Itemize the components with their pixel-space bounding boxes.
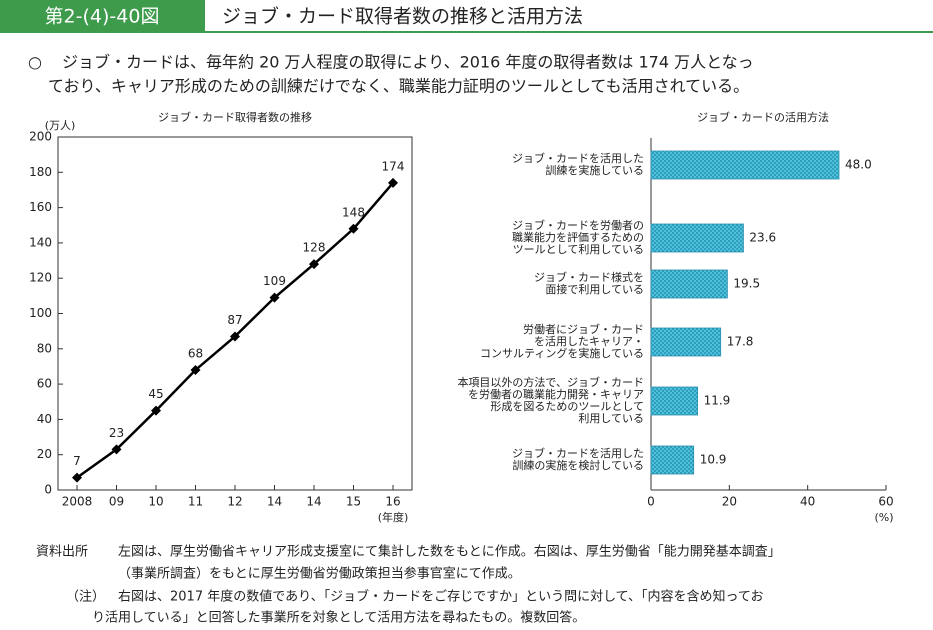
chart-title: ジョブ・カード取得者数の推移 bbox=[158, 110, 312, 124]
data-label: 17.8 bbox=[727, 335, 754, 349]
summary-bullet: ○ bbox=[28, 53, 42, 72]
bar bbox=[650, 327, 722, 357]
marker bbox=[269, 292, 280, 303]
x-tick-label: 2008 bbox=[62, 495, 93, 509]
data-label: 87 bbox=[227, 313, 242, 327]
source-line: 左図は、厚生労働省キャリア形成支援室にて集計した数をもとに作成。右図は、厚生労働… bbox=[118, 544, 781, 560]
category-label: 本項目以外の方法で、ジョブ・カード bbox=[457, 375, 644, 389]
marker bbox=[190, 364, 201, 375]
x-tick-label: 0 bbox=[647, 495, 655, 509]
marker bbox=[348, 223, 359, 234]
category-label: 訓練を実施している bbox=[545, 163, 644, 177]
y-tick-label: 0 bbox=[44, 483, 52, 497]
x-tick-label: 20 bbox=[722, 495, 737, 509]
y-tick-label: 160 bbox=[29, 200, 52, 214]
x-tick-label: 12 bbox=[227, 495, 242, 509]
x-tick-label: 09 bbox=[109, 495, 124, 509]
y-tick-label: 80 bbox=[37, 341, 52, 355]
bar bbox=[650, 223, 744, 253]
note-line: り活用している」と回答した事業所を対象として活用方法を尋ねたもの。複数回答。 bbox=[92, 610, 585, 626]
series-line bbox=[76, 182, 394, 479]
marker bbox=[388, 177, 398, 188]
category-label: 形成を図るためのツールとして bbox=[490, 400, 644, 413]
y-tick-label: 100 bbox=[29, 306, 52, 320]
figure-number: 第2-(4)-40図 bbox=[45, 6, 160, 28]
data-label: 128 bbox=[303, 241, 326, 255]
data-label: 174 bbox=[382, 159, 405, 173]
x-axis-label: (%) bbox=[874, 511, 893, 524]
y-tick-label: 140 bbox=[29, 235, 52, 249]
y-tick-label: 20 bbox=[37, 447, 52, 461]
category-label: 訓練の実施を検討している bbox=[512, 458, 644, 472]
data-label: 109 bbox=[263, 274, 286, 288]
category-label: コンサルティングを実施している bbox=[480, 346, 644, 360]
y-tick-label: 180 bbox=[29, 165, 52, 179]
category-label: ジョブ・カードを活用した bbox=[512, 446, 644, 460]
bar bbox=[650, 386, 699, 416]
category-label: ジョブ・カード様式を bbox=[534, 270, 644, 284]
x-tick-label: 11 bbox=[188, 495, 203, 509]
category-label: 面接で利用している bbox=[545, 283, 644, 296]
category-label: 利用している bbox=[578, 412, 644, 425]
category-label: ツールとして利用している bbox=[513, 243, 644, 256]
marker bbox=[151, 405, 161, 416]
summary-line: ジョブ・カードは、毎年約 20 万人程度の取得により、2016 年度の取得者数は… bbox=[62, 53, 754, 72]
data-label: 45 bbox=[148, 387, 163, 401]
y-tick-label: 60 bbox=[37, 377, 52, 391]
x-tick-label: 14 bbox=[267, 495, 282, 509]
figure-number-box bbox=[0, 0, 205, 32]
data-label: 48.0 bbox=[845, 158, 872, 172]
data-label: 7 bbox=[73, 454, 81, 468]
source-label: 資料出所 bbox=[36, 545, 88, 560]
source-line: （事業所調査）をもとに厚生労働省労働政策担当参事官室にて作成。 bbox=[118, 566, 521, 582]
bar bbox=[650, 445, 695, 475]
x-tick-label: 10 bbox=[148, 495, 163, 509]
data-label: 19.5 bbox=[733, 277, 760, 291]
data-label: 23 bbox=[109, 426, 124, 440]
data-label: 11.9 bbox=[704, 394, 731, 408]
marker bbox=[309, 259, 319, 270]
y-tick-label: 120 bbox=[29, 271, 52, 285]
bar bbox=[650, 269, 728, 299]
y-tick-label: 200 bbox=[29, 130, 52, 144]
data-label: 68 bbox=[188, 346, 203, 360]
category-label: 職業能力を評価するための bbox=[512, 230, 644, 244]
x-tick-label: 15 bbox=[346, 495, 361, 509]
note-label: （注） bbox=[66, 590, 105, 605]
marker bbox=[72, 472, 82, 483]
x-axis-label: (年度) bbox=[378, 510, 409, 524]
y-tick-label: 40 bbox=[37, 412, 52, 426]
marker bbox=[230, 331, 240, 342]
note-line: 右図は、2017 年度の数値であり、「ジョブ・カードをご存じですか」という問に対… bbox=[118, 589, 764, 605]
y-axis-label: (万人) bbox=[45, 119, 76, 132]
category-label: を労働者の職業能力開発・キャリア bbox=[468, 387, 644, 401]
x-tick-label: 16 bbox=[385, 495, 400, 509]
data-label: 10.9 bbox=[700, 453, 727, 467]
bar bbox=[650, 150, 840, 180]
category-label: を活用したキャリア・ bbox=[534, 335, 644, 348]
x-tick-label: 14 bbox=[306, 495, 321, 509]
x-tick-label: 40 bbox=[800, 495, 815, 509]
summary-line: ており、キャリア形成のための訓練だけでなく、職業能力証明のツールとしても活用され… bbox=[48, 77, 749, 96]
data-label: 148 bbox=[342, 205, 365, 219]
figure-title: ジョブ・カード取得者数の推移と活用方法 bbox=[222, 5, 583, 28]
category-label: ジョブ・カードを活用した bbox=[512, 151, 644, 165]
data-label: 23.6 bbox=[749, 231, 776, 245]
category-label: ジョブ・カードを労働者の bbox=[512, 218, 644, 232]
category-label: 労働者にジョブ・カード bbox=[523, 322, 644, 336]
x-tick-label: 60 bbox=[878, 495, 893, 509]
chart-title: ジョブ・カードの活用方法 bbox=[697, 110, 829, 124]
marker bbox=[111, 444, 122, 455]
